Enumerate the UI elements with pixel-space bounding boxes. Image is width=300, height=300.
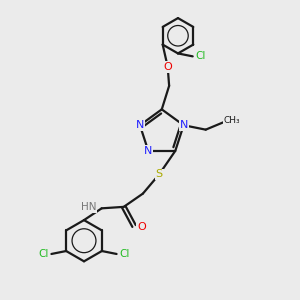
Text: N: N (179, 120, 188, 130)
Text: CH₃: CH₃ (223, 116, 240, 125)
Text: O: O (163, 62, 172, 72)
Text: S: S (155, 169, 163, 179)
Text: HN: HN (81, 202, 96, 212)
Text: N: N (136, 120, 144, 130)
Text: Cl: Cl (38, 249, 48, 259)
Text: N: N (144, 146, 152, 156)
Text: O: O (137, 223, 146, 232)
Text: Cl: Cl (120, 249, 130, 259)
Text: Cl: Cl (196, 51, 206, 62)
